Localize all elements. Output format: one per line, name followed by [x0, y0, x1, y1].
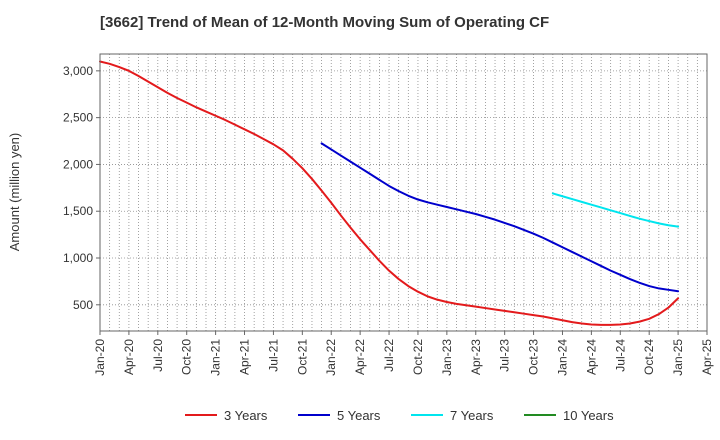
x-tick-label: Jan-22	[324, 339, 338, 376]
x-tick-label: Jan-25	[671, 339, 685, 376]
x-tick-label: Apr-25	[700, 339, 714, 375]
x-tick-label: Apr-22	[353, 339, 367, 375]
x-tick-label: Oct-24	[642, 339, 656, 375]
x-tick-label: Apr-21	[238, 339, 252, 375]
plot-frame	[99, 53, 708, 332]
y-tick-label: 500	[73, 298, 93, 312]
legend-label-10-years: 10 Years	[563, 408, 614, 423]
y-tick-label: 2,500	[63, 111, 93, 125]
series-line-3-years	[99, 60, 680, 326]
x-tick-label: Jan-23	[440, 339, 454, 376]
legend-label-5-years: 5 Years	[337, 408, 381, 423]
y-tick-label: 2,000	[63, 157, 93, 171]
series-line-7-years	[551, 192, 680, 228]
x-axis: Jan-20 Apr-20 Jul-20 Oct-20 Jan-21 Apr-21 Jul-…	[93, 331, 714, 376]
x-tick-label: Jan-24	[555, 339, 569, 376]
y-tick-label: 1,000	[63, 251, 93, 265]
x-tick-label: Jul-21	[266, 339, 280, 372]
legend-label-3-years: 3 Years	[224, 408, 268, 423]
x-tick-label: Jan-21	[209, 339, 223, 376]
y-tick-label: 1,500	[63, 204, 93, 218]
series-line-5-years	[320, 142, 680, 293]
x-tick-label: Jul-23	[498, 339, 512, 372]
y-axis-label: Amount (million yen)	[7, 133, 22, 252]
x-tick-label: Jul-22	[382, 339, 396, 372]
legend-label-7-years: 7 Years	[450, 408, 494, 423]
x-tick-label: Jul-20	[151, 339, 165, 372]
y-axis: 500 1,000 1,500 2,000 2,500 3,000	[63, 64, 100, 312]
x-tick-label: Apr-24	[584, 339, 598, 375]
x-tick-label: Oct-22	[411, 339, 425, 375]
grid	[100, 54, 707, 331]
x-tick-label: Oct-20	[180, 339, 194, 375]
x-tick-label: Oct-21	[295, 339, 309, 375]
chart-title: [3662] Trend of Mean of 12-Month Moving …	[100, 14, 549, 31]
x-tick-label: Apr-20	[122, 339, 136, 375]
x-tick-label: Jan-20	[93, 339, 107, 376]
y-tick-label: 3,000	[63, 64, 93, 78]
x-tick-label: Oct-23	[527, 339, 541, 375]
legend: 3 Years 5 Years 7 Years 10 Years	[185, 408, 614, 423]
x-tick-label: Apr-23	[469, 339, 483, 375]
series-lines	[99, 60, 680, 326]
x-tick-label: Jul-24	[613, 339, 627, 372]
